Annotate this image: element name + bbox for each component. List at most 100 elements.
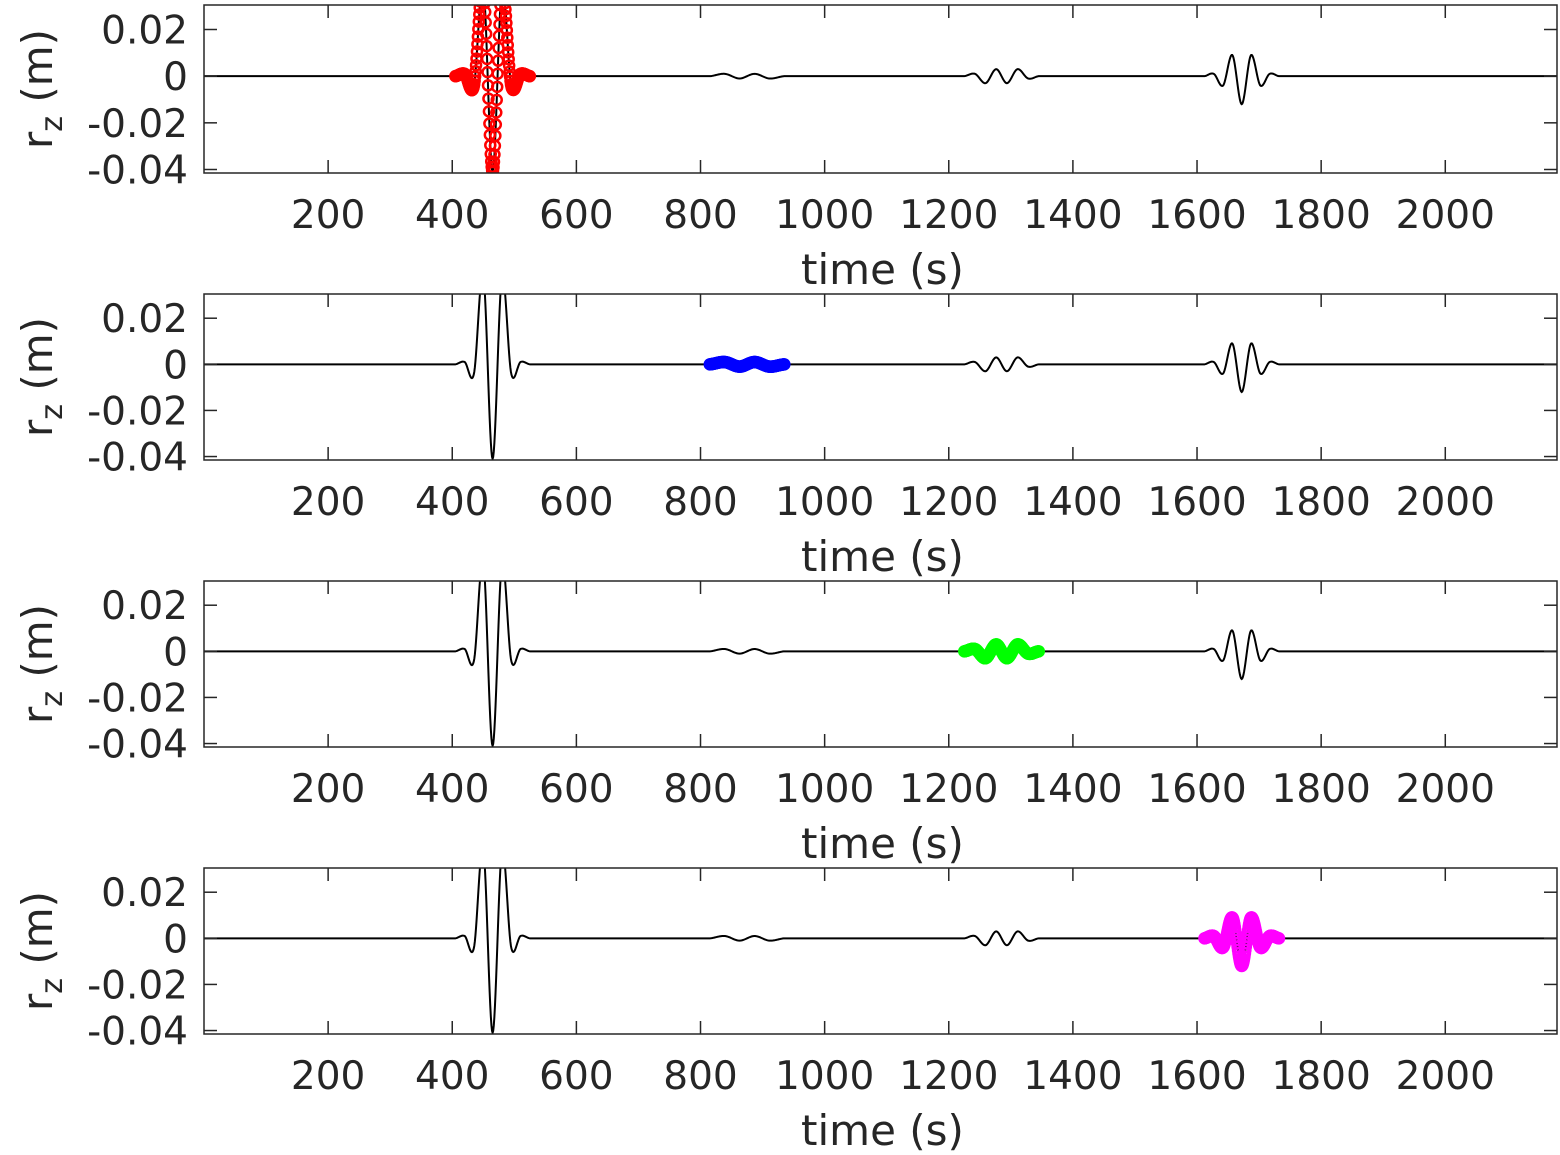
y-tick-label: 0 bbox=[163, 630, 188, 675]
x-axis-label: time (s) bbox=[801, 245, 964, 294]
y-tick-label: -0.04 bbox=[87, 149, 188, 194]
y-tick-label: -0.04 bbox=[87, 1010, 188, 1055]
x-tick-label: 1800 bbox=[1272, 193, 1371, 238]
x-tick-label: 1600 bbox=[1147, 480, 1246, 525]
marker-point bbox=[476, 0, 486, 1]
marker-point bbox=[500, 16, 513, 30]
marker-point bbox=[501, 38, 515, 52]
x-tick-label: 1000 bbox=[775, 767, 874, 812]
x-tick-label: 400 bbox=[415, 480, 489, 525]
y-tick-label: 0.02 bbox=[101, 871, 188, 916]
x-tick-label: 2000 bbox=[1396, 193, 1495, 238]
marker-point bbox=[523, 69, 537, 83]
x-tick-label: 1800 bbox=[1272, 480, 1371, 525]
x-axis-label: time (s) bbox=[801, 819, 964, 868]
y-axis-label: rz (m) bbox=[13, 29, 70, 149]
trace-group bbox=[204, 0, 1557, 173]
subplot-2: 200 400 600 800 1000 1200 1400 1600 1800 2000 0.02… bbox=[13, 293, 1558, 581]
marker-point bbox=[499, 5, 512, 16]
marker-point bbox=[1032, 645, 1046, 658]
marker-point bbox=[489, 118, 503, 131]
y-tick-label: -0.02 bbox=[87, 963, 188, 1008]
x-tick-label: 1800 bbox=[1272, 767, 1371, 812]
marker-point bbox=[501, 46, 515, 59]
marker-point bbox=[498, 5, 512, 10]
x-tick-label: 800 bbox=[663, 1054, 737, 1099]
x-tick-label: 600 bbox=[539, 480, 613, 525]
x-tick-label: 1400 bbox=[1023, 767, 1122, 812]
marker-point bbox=[496, 0, 506, 3]
x-tick-label: 200 bbox=[291, 193, 365, 238]
y-tick-label: 0 bbox=[163, 343, 188, 388]
marker-point bbox=[469, 58, 483, 72]
axes-box bbox=[203, 4, 1558, 174]
y-tick-label: -0.02 bbox=[87, 102, 188, 147]
trace-group bbox=[204, 581, 1557, 747]
marker-point bbox=[470, 45, 484, 58]
x-tick-label: 1000 bbox=[775, 1054, 874, 1099]
marker-point bbox=[480, 52, 494, 66]
x-tick-label: 1600 bbox=[1147, 193, 1246, 238]
x-tick-label: 1800 bbox=[1272, 1054, 1371, 1099]
y-axis-label: rz (m) bbox=[13, 317, 70, 437]
marker-point bbox=[502, 52, 515, 66]
x-tick-label: 1400 bbox=[1023, 1054, 1122, 1099]
x-tick-label: 600 bbox=[539, 193, 613, 238]
x-tick-label: 1000 bbox=[775, 193, 874, 238]
x-tick-label: 2000 bbox=[1396, 767, 1495, 812]
marker-point bbox=[479, 16, 492, 29]
marker-point bbox=[482, 105, 496, 118]
highlight-window-markers bbox=[703, 355, 791, 373]
axes-box bbox=[203, 867, 1558, 1035]
x-tick-label: 800 bbox=[663, 193, 737, 238]
x-tick-label: 200 bbox=[291, 480, 365, 525]
x-tick-label: 1600 bbox=[1147, 767, 1246, 812]
x-tick-label: 400 bbox=[415, 193, 489, 238]
seismogram-trace bbox=[204, 5, 1557, 173]
x-axis-label: time (s) bbox=[801, 532, 964, 581]
x-tick-label: 800 bbox=[663, 480, 737, 525]
y-axis-label: rz (m) bbox=[13, 604, 70, 724]
x-tick-label: 1000 bbox=[775, 480, 874, 525]
marker-point bbox=[1272, 932, 1286, 945]
subplot-1: 200 400 600 800 1000 1200 1400 1600 1800 2000 0.02… bbox=[13, 0, 1558, 294]
x-tick-label: 1600 bbox=[1147, 1054, 1246, 1099]
y-tick-label: -0.04 bbox=[87, 436, 188, 481]
y-axis-label: rz (m) bbox=[13, 891, 70, 1011]
y-tick-label: -0.02 bbox=[87, 389, 188, 434]
x-axis-label: time (s) bbox=[801, 1106, 964, 1155]
trace-group bbox=[204, 868, 1557, 1034]
y-tick-label: 0.02 bbox=[101, 297, 188, 342]
y-tick-label: 0 bbox=[163, 917, 188, 962]
marker-point bbox=[483, 117, 496, 130]
seismogram-trace bbox=[204, 868, 1557, 1034]
x-tick-label: 1200 bbox=[899, 193, 998, 238]
y-tick-label: 0 bbox=[163, 55, 188, 100]
marker-point bbox=[500, 0, 510, 3]
marker-point bbox=[490, 80, 504, 94]
x-tick-label: 2000 bbox=[1396, 480, 1495, 525]
marker-point bbox=[472, 15, 486, 28]
marker-point bbox=[482, 92, 495, 105]
marker-point bbox=[500, 24, 514, 37]
axes-box bbox=[203, 293, 1558, 461]
highlight-window-markers bbox=[958, 638, 1046, 665]
marker-point bbox=[491, 67, 504, 80]
x-tick-label: 1200 bbox=[899, 1054, 998, 1099]
x-tick-label: 800 bbox=[663, 767, 737, 812]
highlight-window-markers bbox=[1198, 911, 1286, 973]
x-tick-label: 600 bbox=[539, 767, 613, 812]
subplot-3: 200 400 600 800 1000 1200 1400 1600 1800 2000 0.02… bbox=[13, 580, 1558, 868]
marker-point bbox=[499, 9, 513, 23]
y-tick-label: -0.04 bbox=[87, 723, 188, 768]
marker-point bbox=[480, 39, 493, 53]
marker-point bbox=[778, 358, 791, 371]
y-tick-label: 0.02 bbox=[101, 9, 188, 54]
marker-point bbox=[468, 70, 482, 83]
y-tick-label: -0.02 bbox=[87, 676, 188, 721]
subplot-4: 200 400 600 800 1000 1200 1400 1600 1800 2000 0.02… bbox=[13, 867, 1558, 1155]
x-tick-label: 200 bbox=[291, 1054, 365, 1099]
marker-point bbox=[479, 27, 493, 41]
x-tick-label: 600 bbox=[539, 1054, 613, 1099]
trace-group bbox=[204, 294, 1557, 460]
